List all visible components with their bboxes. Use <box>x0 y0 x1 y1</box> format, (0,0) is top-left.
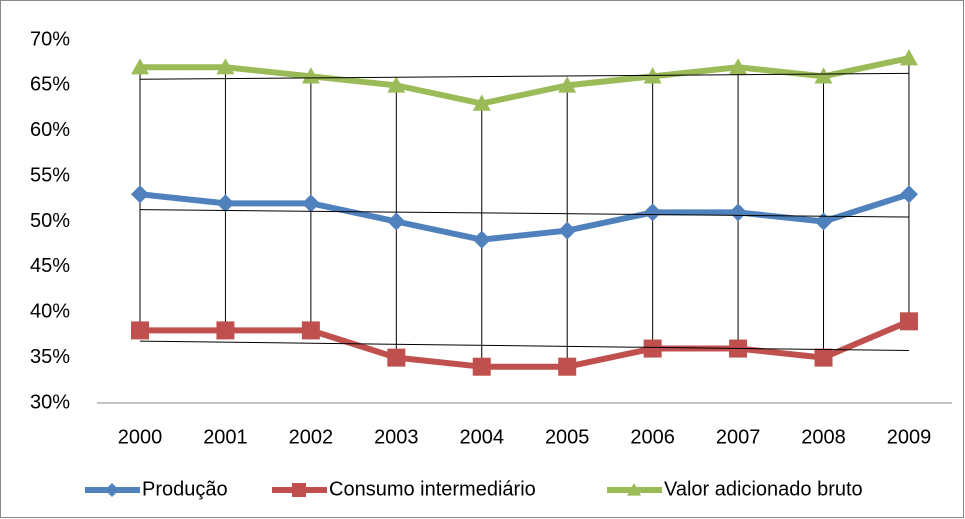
marker <box>387 212 406 231</box>
legend-label: Valor adicionado bruto <box>664 478 863 500</box>
y-tick-label: 60% <box>30 119 70 141</box>
marker <box>558 221 577 240</box>
marker <box>814 348 833 367</box>
marker <box>131 58 149 75</box>
y-tick-label: 30% <box>30 391 70 413</box>
marker <box>558 76 577 93</box>
marker <box>292 483 306 497</box>
marker <box>472 357 491 376</box>
x-tick-label: 2000 <box>118 426 163 448</box>
x-tick-label: 2009 <box>887 426 932 448</box>
trend-line <box>139 72 909 80</box>
x-tick-label: 2007 <box>716 426 761 448</box>
series-line <box>140 55 910 107</box>
marker <box>301 194 320 213</box>
marker <box>131 185 149 204</box>
x-tick-label: 2008 <box>801 426 846 448</box>
x-tick-label: 2003 <box>374 426 419 448</box>
marker <box>216 194 235 213</box>
marker <box>472 230 491 249</box>
y-tick-label: 35% <box>30 346 70 368</box>
marker <box>216 58 235 75</box>
trend-line <box>139 340 909 352</box>
y-tick-label: 65% <box>30 74 70 96</box>
marker <box>105 483 119 497</box>
legend-label: Produção <box>142 478 228 500</box>
marker <box>899 49 918 66</box>
marker <box>643 339 662 358</box>
marker <box>729 58 748 75</box>
x-tick-label: 2004 <box>460 426 505 448</box>
x-tick-label: 2002 <box>289 426 334 448</box>
marker <box>387 348 406 367</box>
marker <box>627 483 641 496</box>
x-tick-label: 2006 <box>630 426 675 448</box>
y-tick-label: 45% <box>30 255 70 277</box>
marker <box>814 67 833 84</box>
marker <box>301 67 320 84</box>
marker <box>643 203 662 222</box>
marker <box>472 94 491 111</box>
series-line <box>140 318 911 370</box>
trend-line <box>139 209 909 218</box>
marker <box>899 185 918 204</box>
x-tick-label: 2005 <box>545 426 590 448</box>
y-tick-label: 55% <box>30 164 70 186</box>
marker <box>301 321 320 340</box>
y-tick-label: 40% <box>30 301 70 323</box>
y-tick-label: 50% <box>30 210 70 232</box>
series-line <box>139 191 910 243</box>
marker <box>387 76 406 93</box>
marker <box>216 321 235 340</box>
marker <box>131 321 149 340</box>
marker <box>899 312 918 331</box>
marker <box>558 357 577 376</box>
marker <box>729 203 748 222</box>
marker <box>814 212 833 231</box>
legend-item: Valor adicionado bruto <box>607 478 863 500</box>
x-tick-label: 2001 <box>203 426 248 448</box>
legend-item: Consumo intermediário <box>272 478 536 500</box>
legend-label: Consumo intermediário <box>329 478 536 500</box>
y-tick-label: 70% <box>30 28 70 50</box>
legend-item: Produção <box>85 478 228 500</box>
